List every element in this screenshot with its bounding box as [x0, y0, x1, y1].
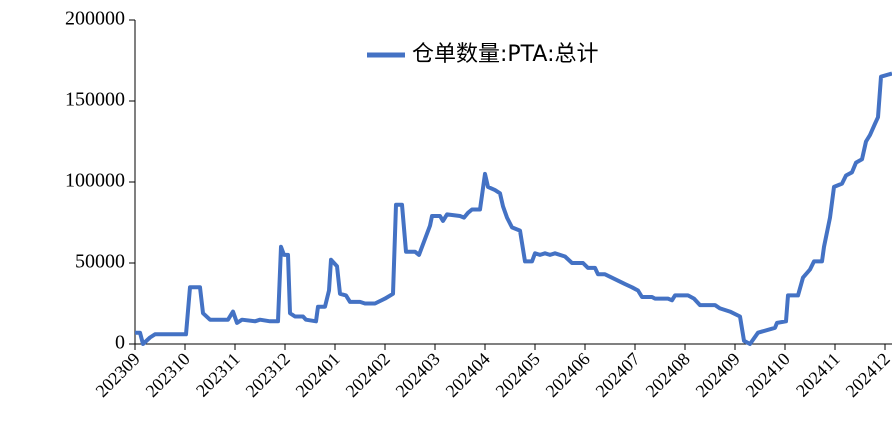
legend-label: 仓单数量:PTA:总计 — [412, 42, 599, 67]
y-tick-label: 100000 — [65, 170, 125, 192]
x-tick-label: 202401 — [292, 349, 344, 401]
x-tick-label: 202405 — [492, 349, 544, 401]
x-tick-label: 202411 — [792, 349, 844, 401]
x-tick-label: 202402 — [342, 349, 394, 401]
x-tick-label: 202310 — [142, 349, 194, 401]
x-tick-label: 202312 — [242, 349, 294, 401]
data-line — [135, 71, 892, 346]
x-tick-label: 202410 — [742, 349, 794, 401]
y-tick-label: 0 — [115, 332, 125, 354]
y-tick-label: 200000 — [65, 8, 125, 30]
x-tick-label: 202408 — [642, 349, 694, 401]
x-tick-label: 202406 — [542, 349, 594, 401]
y-tick-label: 50000 — [75, 251, 125, 273]
x-tick-label: 202409 — [692, 349, 744, 401]
x-tick-label: 202403 — [392, 349, 444, 401]
y-tick-label: 150000 — [65, 89, 125, 111]
x-tick-label: 202309 — [92, 349, 144, 401]
x-tick-label: 202404 — [442, 349, 494, 401]
x-tick-label: 202311 — [192, 349, 244, 401]
x-tick-label: 202412 — [842, 349, 892, 401]
x-tick-label: 202407 — [592, 349, 644, 401]
